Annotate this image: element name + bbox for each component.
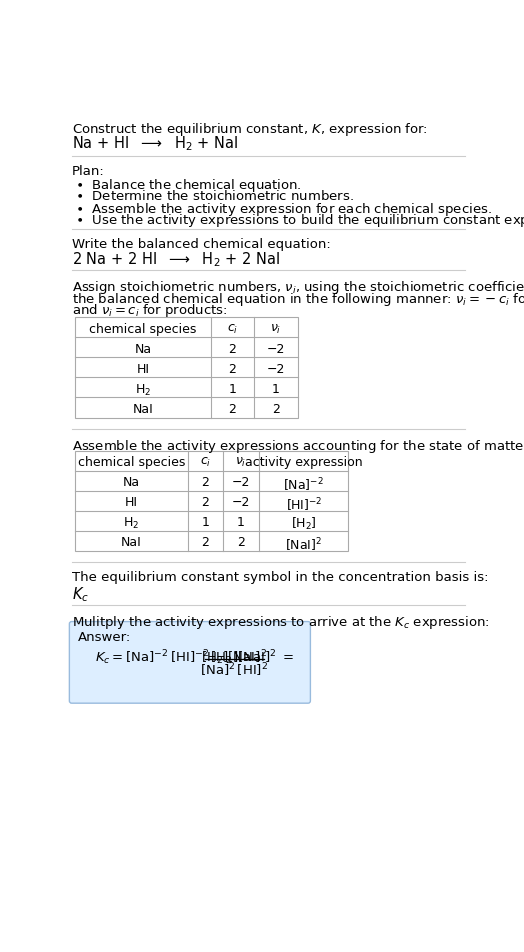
Text: [Na]$^{-2}$: [Na]$^{-2}$ [283,476,324,493]
Text: 2: 2 [201,476,209,488]
Bar [75,318,298,418]
Text: Plan:: Plan: [72,165,104,178]
Text: $\bullet$  Assemble the activity expression for each chemical species.: $\bullet$ Assemble the activity expressi… [75,200,492,217]
Text: [NaI]$^2$: [NaI]$^2$ [285,536,322,553]
Text: H$_2$: H$_2$ [135,383,151,398]
Text: Assemble the activity expressions accounting for the state of matter and $\nu_i$: Assemble the activity expressions accoun… [72,437,524,454]
Text: 1: 1 [237,516,245,528]
Text: $\bullet$  Use the activity expressions to build the equilibrium constant expres: $\bullet$ Use the activity expressions t… [75,212,524,228]
Text: chemical species: chemical species [89,323,196,336]
Text: Write the balanced chemical equation:: Write the balanced chemical equation: [72,237,331,250]
Text: H$_2$: H$_2$ [123,516,139,531]
Text: $[\mathrm{H_2}][\mathrm{NaI}]^2$: $[\mathrm{H_2}][\mathrm{NaI}]^2$ [201,647,267,666]
Text: 2: 2 [228,403,236,416]
Text: $K_c = [\mathrm{Na}]^{-2}\,[\mathrm{HI}]^{-2}\,[\mathrm{H_2}][\mathrm{NaI}]^2\; : $K_c = [\mathrm{Na}]^{-2}\,[\mathrm{HI}]… [95,647,293,666]
Text: [H$_2$]: [H$_2$] [291,516,316,532]
Text: −2: −2 [232,476,250,488]
Text: 2: 2 [272,403,280,416]
Text: HI: HI [136,363,149,376]
Text: $c_i$: $c_i$ [227,323,238,336]
Text: Construct the equilibrium constant, $K$, expression for:: Construct the equilibrium constant, $K$,… [72,120,428,137]
Text: Na + HI  $\longrightarrow$  H$_2$ + NaI: Na + HI $\longrightarrow$ H$_2$ + NaI [72,134,238,153]
Text: Answer:: Answer: [78,630,131,644]
Text: 2: 2 [228,363,236,376]
Text: Assign stoichiometric numbers, $\nu_i$, using the stoichiometric coefficients, $: Assign stoichiometric numbers, $\nu_i$, … [72,279,524,296]
Text: the balanced chemical equation in the following manner: $\nu_i = -c_i$ for react: the balanced chemical equation in the fo… [72,290,524,307]
Text: $\bullet$  Balance the chemical equation.: $\bullet$ Balance the chemical equation. [75,177,301,194]
Text: 2: 2 [201,496,209,508]
Text: activity expression: activity expression [245,456,363,468]
Text: $\bullet$  Determine the stoichiometric numbers.: $\bullet$ Determine the stoichiometric n… [75,188,354,203]
Bar [75,451,348,551]
Text: HI: HI [125,496,138,508]
Text: 2: 2 [237,536,245,548]
Text: 2 Na + 2 HI  $\longrightarrow$  H$_2$ + 2 NaI: 2 Na + 2 HI $\longrightarrow$ H$_2$ + 2 … [72,249,280,268]
Text: 1: 1 [201,516,209,528]
Text: chemical species: chemical species [78,456,185,468]
Text: NaI: NaI [133,403,154,416]
Text: The equilibrium constant symbol in the concentration basis is:: The equilibrium constant symbol in the c… [72,570,488,584]
Text: NaI: NaI [121,536,142,548]
Text: 1: 1 [272,383,280,396]
Text: −2: −2 [267,343,285,356]
Text: Na: Na [135,343,151,356]
Text: 1: 1 [228,383,236,396]
Text: −2: −2 [267,363,285,376]
Text: $K_c$: $K_c$ [72,585,89,603]
Text: $\nu_i$: $\nu_i$ [270,323,281,336]
FancyBboxPatch shape [69,622,310,704]
Text: −2: −2 [232,496,250,508]
Text: $c_i$: $c_i$ [200,456,211,468]
Text: Mulitply the activity expressions to arrive at the $K_c$ expression:: Mulitply the activity expressions to arr… [72,613,489,630]
Text: [HI]$^{-2}$: [HI]$^{-2}$ [286,496,322,513]
Text: 2: 2 [228,343,236,356]
Text: 2: 2 [201,536,209,548]
Text: and $\nu_i = c_i$ for products:: and $\nu_i = c_i$ for products: [72,302,227,319]
Text: Na: Na [123,476,140,488]
Text: $[\mathrm{Na}]^2\,[\mathrm{HI}]^2$: $[\mathrm{Na}]^2\,[\mathrm{HI}]^2$ [200,661,268,679]
Text: $\nu_i$: $\nu_i$ [235,456,247,468]
